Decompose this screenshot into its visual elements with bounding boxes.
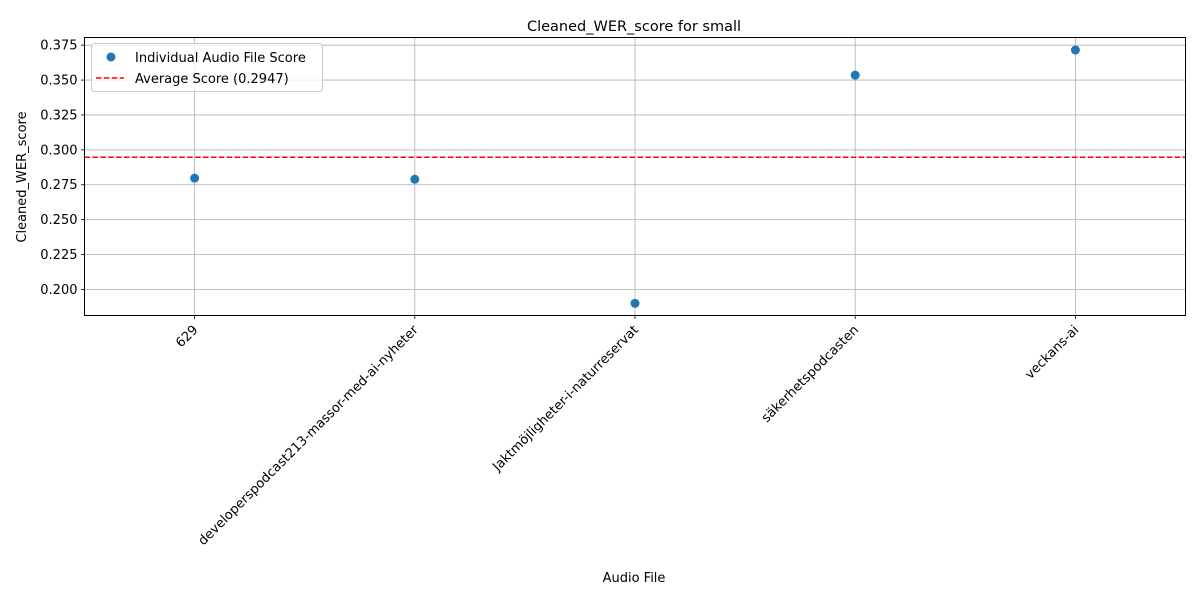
legend: Individual Audio File Score Average Scor…: [91, 43, 323, 92]
y-axis-label: Cleaned_WER_score: [15, 111, 30, 242]
score-point: [630, 298, 640, 308]
y-tick-label: 0.225: [40, 248, 77, 263]
score-point: [190, 173, 200, 183]
chart-title: Cleaned_WER_score for small: [527, 19, 741, 35]
data-points: [190, 45, 1080, 308]
legend-scatter-marker: [106, 52, 116, 62]
x-axis-label: Audio File: [603, 571, 666, 586]
y-tick-label: 0.300: [40, 143, 77, 158]
y-tick-label: 0.325: [40, 108, 77, 123]
y-tick-label: 0.275: [40, 178, 77, 193]
y-tick-label: 0.375: [40, 39, 77, 54]
score-point: [410, 174, 420, 184]
y-tick-label: 0.200: [40, 283, 77, 298]
score-point: [850, 70, 860, 80]
y-tick-label: 0.350: [40, 74, 77, 89]
legend-label-average: Average Score (0.2947): [135, 72, 289, 87]
legend-box: [91, 43, 323, 92]
y-axis-ticks: 0.200 0.225 0.250 0.275 0.300 0.325 0.350 0.375: [40, 39, 85, 298]
y-tick-label: 0.250: [40, 213, 77, 228]
legend-label-scores: Individual Audio File Score: [135, 51, 306, 66]
score-point: [1070, 45, 1080, 55]
